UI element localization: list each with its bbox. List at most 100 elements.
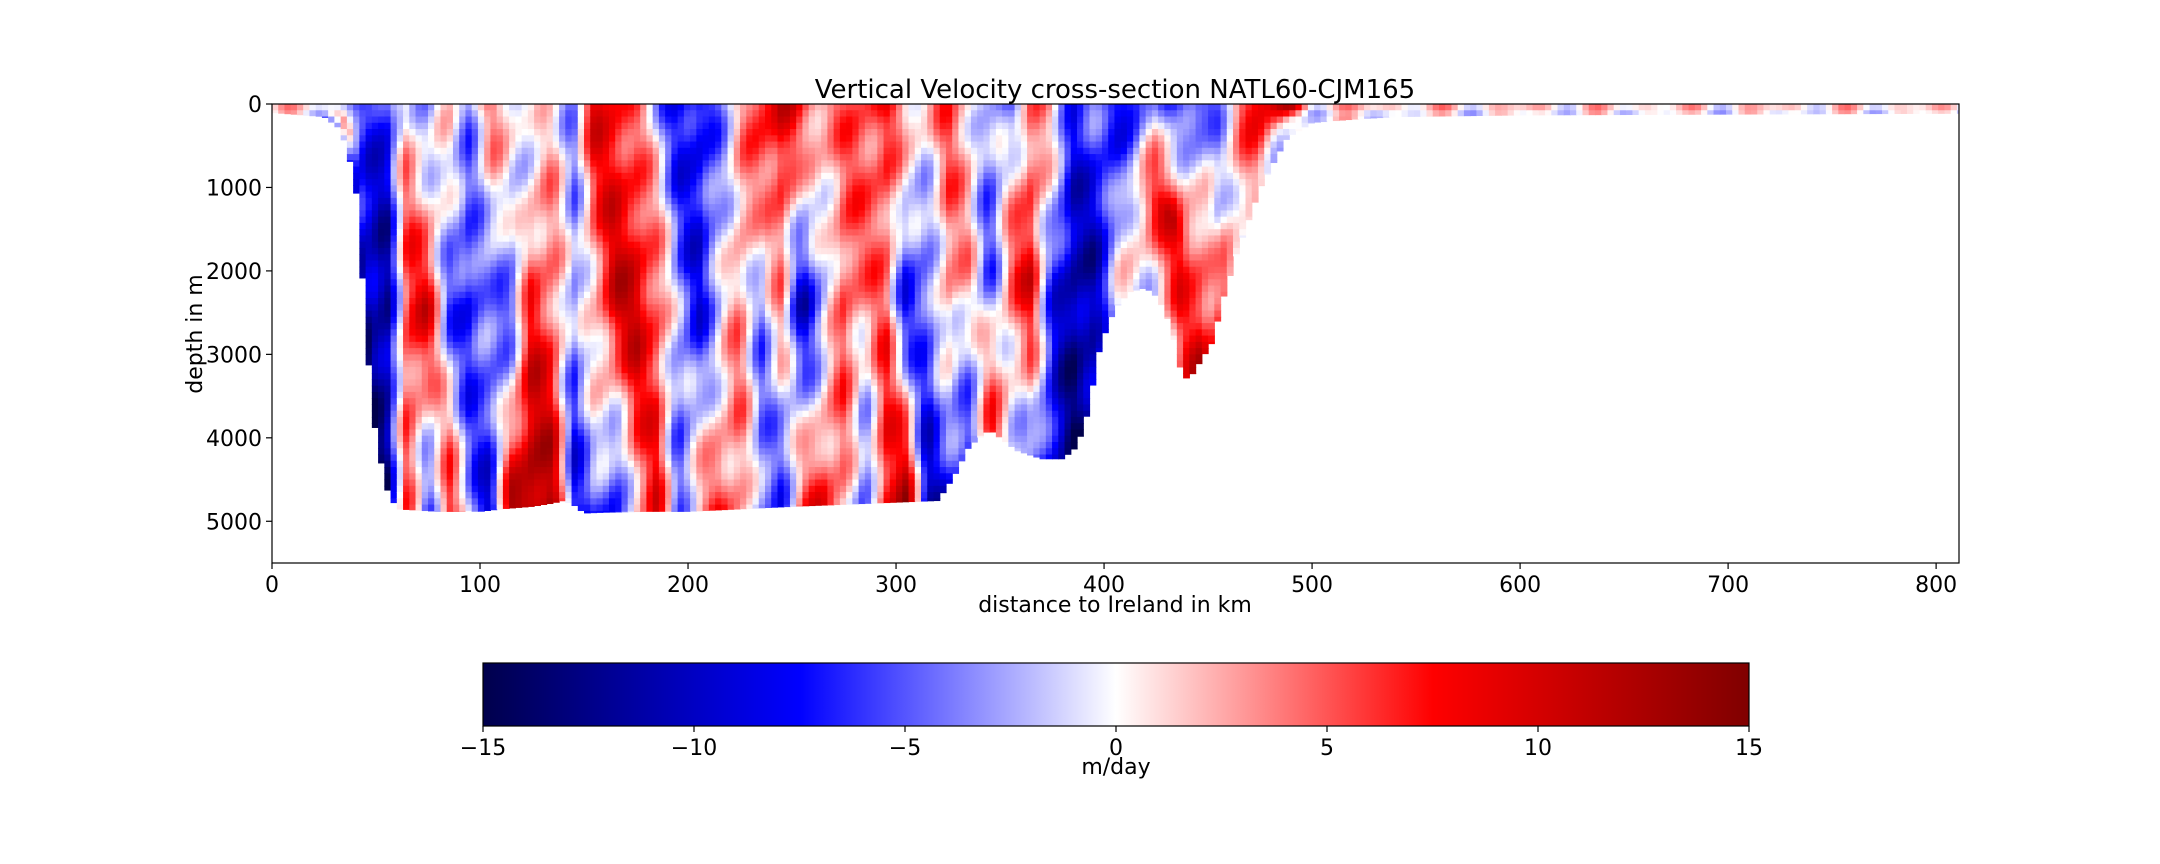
velocity-cell [434,210,442,218]
velocity-cell [584,366,591,374]
velocity-cell [658,416,666,424]
velocity-cell [371,391,379,399]
velocity-cell [477,441,485,449]
velocity-cell [827,504,835,506]
velocity-cell [727,473,735,481]
velocity-cell [721,404,729,412]
velocity-cell [584,498,591,506]
velocity-cell [727,273,735,280]
velocity-cell [646,116,654,124]
velocity-cell [546,154,554,161]
velocity-cell [690,172,697,180]
velocity-cell [746,323,754,330]
velocity-cell [590,229,598,237]
velocity-cell [552,492,560,499]
velocity-cell [727,191,735,199]
velocity-cell [428,348,435,355]
velocity-cell [640,323,648,330]
velocity-cell [440,366,448,374]
velocity-cell [665,260,672,268]
velocity-cell [690,266,697,274]
velocity-cell [440,385,448,393]
velocity-cell [796,266,804,274]
velocity-cell [633,298,641,305]
velocity-cell [527,260,535,268]
velocity-cell [615,210,623,218]
velocity-cell [752,222,760,230]
velocity-cell [752,479,760,487]
velocity-cell [796,304,804,312]
velocity-cell [365,104,373,111]
velocity-cell [671,229,679,237]
velocity-cell [596,348,604,355]
velocity-cell [515,235,523,243]
velocity-cell [471,398,479,406]
velocity-cell [690,222,697,230]
velocity-cell [802,323,810,330]
velocity-cell [677,222,685,230]
velocity-cell [696,473,704,481]
velocity-cell [633,504,641,512]
velocity-cell [565,235,573,243]
velocity-cell [509,323,516,330]
velocity-cell [396,273,404,280]
velocity-cell [378,266,385,274]
velocity-cell [471,216,479,224]
velocity-cell [640,366,648,374]
velocity-cell [721,354,729,362]
velocity-cell [615,229,623,237]
velocity-cell [602,510,610,513]
velocity-cell [658,210,666,218]
velocity-cell [683,473,691,481]
velocity-cell [789,341,797,349]
velocity-cell [415,391,423,399]
velocity-cell [777,492,785,499]
velocity-cell [777,335,785,343]
velocity-cell [758,366,766,374]
velocity-cell [702,247,710,255]
velocity-cell [665,448,672,456]
velocity-cell [746,273,754,280]
velocity-cell [584,304,591,312]
velocity-cell [733,410,741,418]
velocity-cell [796,373,804,380]
velocity-cell [833,129,841,136]
velocity-cell [590,285,598,293]
velocity-cell [434,404,442,412]
velocity-cell [471,498,479,506]
velocity-cell [777,216,785,224]
velocity-cell [771,291,779,299]
velocity-cell [359,166,367,174]
velocity-cell [715,154,722,161]
velocity-cell [502,285,510,293]
velocity-cell [608,273,616,280]
velocity-cell [371,360,379,368]
velocity-cell [577,104,585,111]
velocity-cell [434,129,442,136]
velocity-cell [627,273,635,280]
velocity-cell [390,385,398,393]
velocity-cell [746,254,754,262]
velocity-cell [552,335,560,343]
velocity-cell [565,185,573,193]
velocity-cell [540,298,548,305]
velocity-cell [690,122,697,130]
velocity-cell [733,441,741,449]
velocity-cell [565,210,573,218]
velocity-cell [415,216,423,224]
velocity-cell [496,141,504,149]
velocity-cell [415,423,423,431]
velocity-cell [590,241,598,249]
velocity-cell [821,485,828,493]
velocity-cell [421,235,429,243]
velocity-cell [796,398,804,406]
velocity-cell [403,141,410,149]
velocity-cell [559,492,566,499]
velocity-cell [721,504,729,511]
velocity-cell [777,423,785,431]
velocity-cell [814,441,822,449]
velocity-cell [521,416,529,424]
velocity-cell [683,279,691,287]
velocity-cell [690,329,697,337]
velocity-cell [640,398,648,406]
